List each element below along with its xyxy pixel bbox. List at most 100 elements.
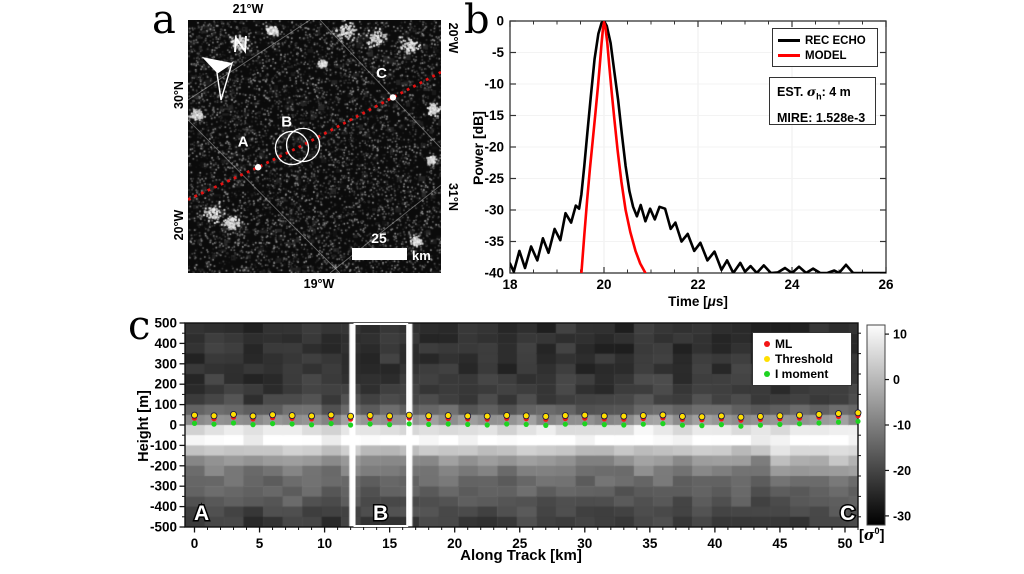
coord-label-left-bottom: 20°W [172, 209, 186, 241]
panel-b-xlabel: Time [μs] [623, 294, 773, 309]
model-line-sample [778, 54, 800, 57]
x-tick-label: 24 [784, 277, 800, 292]
threshold-dot [600, 412, 608, 420]
panel-b-legend: REC ECHO MODEL [772, 28, 878, 67]
legend-item-threshold: Threshold [753, 351, 851, 366]
x-tick-label: 20 [596, 277, 611, 292]
imoment-dot [211, 421, 217, 427]
threshold-dot [678, 412, 686, 420]
y-tick-label: -10 [484, 77, 504, 92]
threshold-label: Threshold [775, 351, 834, 366]
threshold-dot [756, 412, 764, 420]
panel-b-annotation-box: EST. σh: 4 m MIRE: 1.528e-3 [769, 77, 876, 125]
region-letter-B: B [373, 502, 388, 525]
ground-track-line [188, 70, 441, 201]
legend-item-model: MODEL [773, 48, 877, 63]
threshold-dot [269, 411, 277, 419]
x-tick-label: 18 [502, 277, 518, 292]
imoment-dot [191, 420, 198, 426]
ml-dot-sample [764, 340, 770, 347]
threshold-dot [425, 412, 433, 420]
colorbar-tick-label: -30 [893, 509, 911, 523]
scale-bar-value: 25 [371, 230, 387, 246]
site-label-A: A [238, 134, 249, 151]
imoment-dot [250, 422, 256, 428]
legend-item-rec-echo: REC ECHO [773, 33, 877, 48]
colorbar-tick-label: -20 [893, 464, 911, 478]
threshold-dot [347, 412, 355, 420]
imoment-dot [562, 421, 568, 427]
y-tick-label: 400 [154, 336, 177, 351]
y-tick-label: -100 [150, 438, 177, 453]
threshold-dot [503, 411, 511, 419]
site-label-B: B [281, 113, 292, 130]
graticule-line [319, 20, 441, 149]
imoment-dot [855, 418, 861, 424]
imoment-dot [543, 422, 549, 428]
panel-c-ylabel: Height [m] [136, 390, 152, 462]
threshold-dot [835, 410, 842, 418]
scale-bar-unit: km [412, 248, 431, 263]
imoment-dot [504, 421, 510, 427]
x-tick-label: 22 [690, 277, 705, 292]
threshold-dot [210, 412, 218, 420]
imoment-dot [718, 422, 725, 428]
threshold-dot [288, 412, 296, 420]
imoment-dot [621, 422, 627, 428]
imoment-dot [445, 421, 451, 427]
threshold-dot [483, 412, 491, 420]
panel-c-radargram: 0 5 10 15 20 25 30 35 40 45 50 500 400 300 200 100 0 -100… [118, 302, 918, 574]
threshold-dot [542, 412, 550, 420]
imoment-dot [426, 421, 432, 427]
threshold-dot [230, 410, 237, 418]
x-tick-label: 5 [256, 536, 264, 551]
north-arrow-icon [202, 35, 247, 101]
region-letter-C: C [840, 502, 855, 525]
site-label-C: C [376, 65, 387, 82]
model-label: MODEL [805, 49, 847, 62]
threshold-dot [308, 412, 316, 420]
threshold-dot [405, 411, 413, 419]
y-tick-label: -30 [484, 203, 504, 218]
coord-label-left-top: 30°N [172, 81, 186, 109]
imoment-dot [699, 423, 705, 429]
x-tick-label: 10 [317, 536, 332, 551]
x-tick-label: 20 [447, 536, 462, 551]
threshold-dot [522, 412, 530, 420]
x-tick-label: 26 [878, 277, 894, 292]
y-tick-label: -400 [150, 499, 177, 514]
x-tick-label: 40 [707, 536, 722, 551]
imoment-dot [660, 421, 666, 427]
panel-b-chart: 18 20 22 24 26 0 -5 -10 -15 -20 -25 -30 -35 -40 b Pow… [460, 0, 1024, 312]
y-tick-label: -15 [484, 108, 504, 123]
y-tick-label: 0 [169, 418, 177, 433]
x-tick-label: 0 [191, 536, 199, 551]
y-tick-label: -35 [484, 234, 504, 249]
series-rec-echo [510, 21, 886, 273]
radargram-canvas [185, 323, 858, 527]
threshold-dot [386, 412, 394, 420]
imoment-dot [679, 422, 686, 428]
est-sigma-annotation: EST. σh: 4 m [777, 84, 851, 102]
y-tick-label: -300 [150, 479, 177, 494]
imoment-dot [835, 419, 842, 425]
threshold-dot [444, 412, 452, 420]
footprint-circle [274, 130, 310, 166]
y-tick-label: -200 [150, 458, 177, 473]
threshold-dot [717, 412, 725, 420]
colorbar-unit-label: [σ0] [859, 526, 885, 544]
colorbar-tick-label: 10 [893, 328, 907, 342]
threshold-dot [464, 412, 472, 420]
xlabel-time-pre: Time [ [668, 294, 708, 309]
x-tick-label: 45 [772, 536, 788, 551]
site-dot-C [389, 94, 397, 101]
series-model [580, 21, 647, 273]
imoment-dot [757, 422, 764, 428]
imoment-dot [816, 420, 822, 426]
scale-bar [352, 248, 407, 260]
panel-c-letter: c [128, 303, 151, 349]
mire-annotation: MIRE: 1.528e-3 [777, 110, 866, 125]
y-tick-label: -5 [492, 45, 504, 60]
imoment-dot [270, 421, 276, 427]
